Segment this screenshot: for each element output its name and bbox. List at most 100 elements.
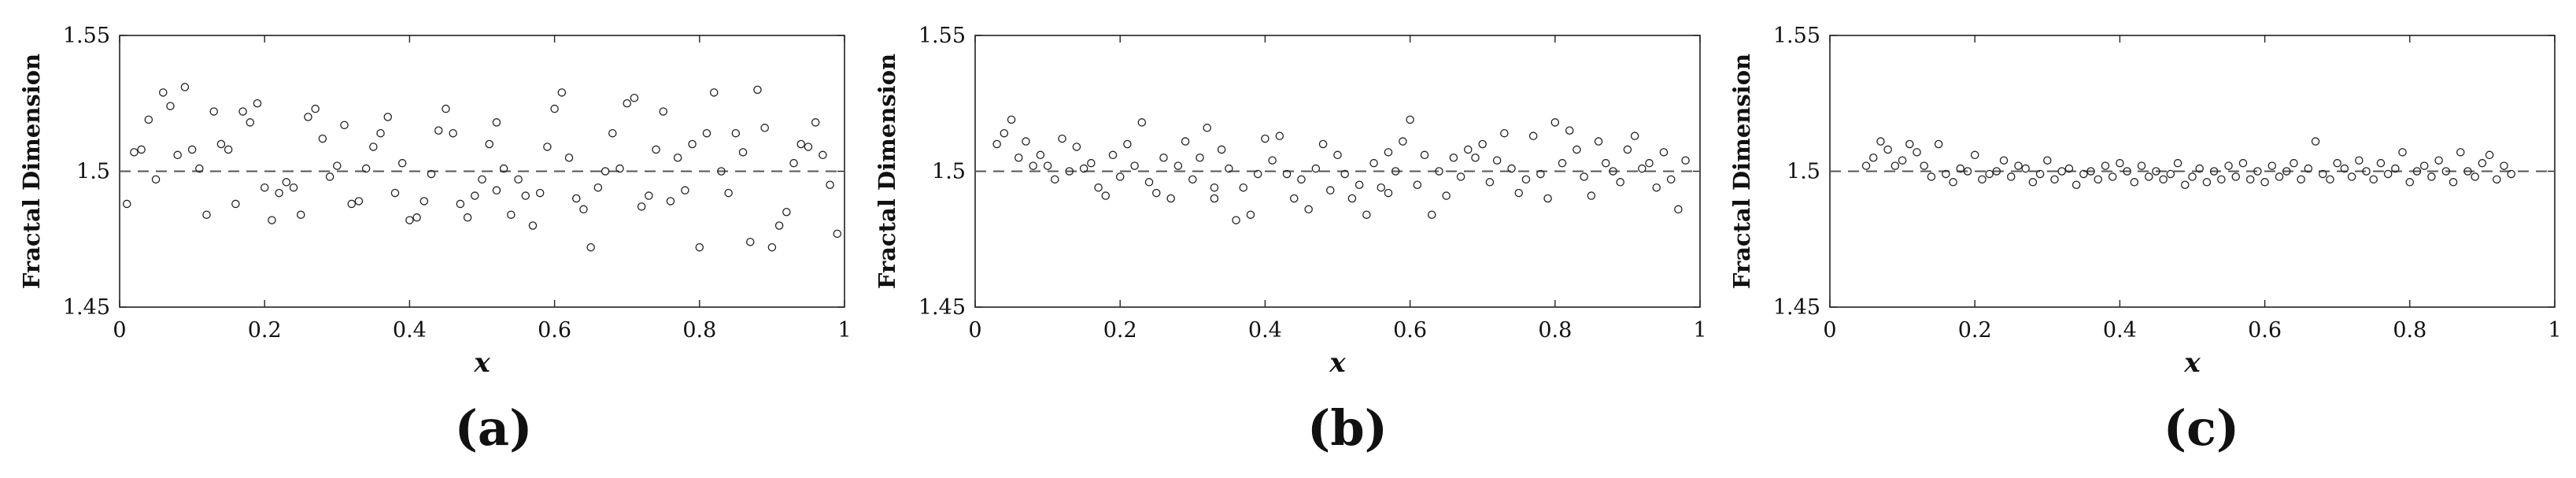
- data-point: [1340, 169, 1349, 179]
- y-tick-label: 1.45: [1773, 295, 1820, 320]
- x-tick-label: 0.8: [2393, 318, 2426, 343]
- data-point: [2500, 161, 2508, 170]
- x-tick-label: 0.4: [2103, 318, 2137, 343]
- data-point: [1420, 150, 1429, 160]
- data-point: [1210, 194, 1219, 203]
- data-point: [2485, 150, 2494, 160]
- data-point: [1630, 132, 1639, 140]
- data-point: [1580, 172, 1588, 181]
- data-point: [333, 161, 342, 170]
- x-tick-label: 0: [1823, 318, 1836, 343]
- data-point: [731, 128, 741, 138]
- data-point: [180, 83, 190, 91]
- data-point: [1022, 137, 1030, 146]
- data-point: [304, 113, 312, 121]
- data-point: [1594, 137, 1603, 146]
- data-point: [1166, 194, 1175, 203]
- data-point: [1051, 175, 1059, 184]
- x-tick-label: 0.8: [682, 318, 716, 343]
- x-tick-label: 0.2: [1103, 318, 1137, 343]
- data-point: [1949, 178, 1957, 187]
- data-point: [774, 221, 784, 230]
- data-point: [1094, 183, 1103, 192]
- data-point: [1920, 161, 1928, 170]
- data-point: [1239, 183, 1248, 192]
- data-point: [376, 128, 385, 138]
- data-point: [1123, 139, 1132, 149]
- data-point: [1507, 164, 1516, 173]
- data-point: [1079, 164, 1088, 173]
- data-point: [1883, 145, 1892, 154]
- data-point: [463, 213, 472, 222]
- x-tick-label: 1: [1693, 318, 1706, 343]
- data-point: [369, 143, 378, 151]
- data-point: [231, 199, 240, 209]
- data-point: [1913, 148, 1921, 157]
- data-point: [1333, 150, 1342, 160]
- data-point: [1681, 156, 1690, 165]
- data-point: [1289, 194, 1299, 203]
- data-point: [1970, 150, 1979, 160]
- data-point: [2209, 167, 2219, 176]
- data-point: [2412, 167, 2422, 176]
- y-tick-label: 1.45: [63, 295, 110, 320]
- y-tick-label: 1.55: [63, 24, 110, 48]
- x-tick-label: 0.2: [1958, 318, 1992, 343]
- data-point: [1196, 153, 1204, 162]
- data-point: [1144, 178, 1154, 187]
- data-point: [2297, 175, 2305, 184]
- data-point: [521, 191, 530, 200]
- data-point: [2463, 167, 2472, 176]
- x-tick-label: 0.6: [1393, 318, 1427, 343]
- y-tick-label: 1.5: [76, 160, 110, 184]
- data-point: [268, 216, 276, 224]
- data-point: [1427, 210, 1436, 219]
- data-point: [782, 207, 791, 217]
- data-point: [535, 188, 545, 198]
- data-point: [833, 229, 842, 239]
- data-point: [2144, 172, 2153, 181]
- data-point: [1399, 137, 1407, 146]
- data-point: [1268, 156, 1277, 165]
- data-point: [224, 145, 233, 154]
- data-point: [2079, 169, 2088, 179]
- data-point: [347, 199, 356, 209]
- data-point: [216, 139, 226, 149]
- data-point: [282, 178, 291, 187]
- data-point: [1065, 167, 1074, 176]
- data-point: [652, 145, 660, 154]
- data-point: [2195, 164, 2204, 173]
- data-point: [819, 150, 827, 160]
- x-tick-label: 0.4: [393, 318, 427, 343]
- data-point: [2507, 169, 2515, 179]
- data-point: [2275, 172, 2284, 181]
- data-point: [717, 167, 726, 176]
- data-point: [2441, 167, 2451, 176]
- data-point: [1304, 205, 1313, 214]
- x-tick-label: 0: [968, 318, 981, 343]
- data-point: [340, 120, 349, 130]
- data-point: [1478, 139, 1487, 149]
- data-point: [427, 169, 436, 179]
- data-point: [159, 88, 168, 97]
- data-point: [1115, 172, 1125, 181]
- data-point: [593, 183, 603, 192]
- data-point: [1934, 139, 1943, 149]
- data-point: [2006, 172, 2016, 181]
- data-point: [1137, 118, 1147, 127]
- data-point: [246, 118, 255, 127]
- data-point: [2173, 158, 2182, 168]
- data-point: [528, 221, 538, 230]
- data-point: [2253, 167, 2262, 176]
- data-point: [1311, 164, 1321, 173]
- y-tick-label: 1.55: [1773, 24, 1820, 48]
- data-point: [2434, 156, 2443, 165]
- data-point: [514, 175, 523, 184]
- data-point: [1261, 134, 1270, 143]
- data-point: [499, 164, 508, 173]
- data-point: [1036, 150, 1045, 160]
- data-point: [1253, 169, 1262, 179]
- data-point: [1963, 167, 1972, 176]
- data-point: [2072, 180, 2081, 189]
- data-point: [2478, 158, 2487, 168]
